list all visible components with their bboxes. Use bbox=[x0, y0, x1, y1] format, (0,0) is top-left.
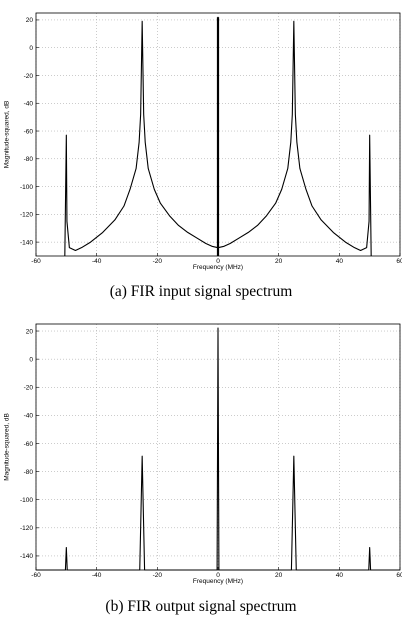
x-tick-label: -40 bbox=[92, 572, 102, 579]
x-axis-label: Frequency (MHz) bbox=[193, 264, 243, 271]
x-tick-label: 60 bbox=[396, 258, 402, 265]
x-tick-label: -60 bbox=[31, 572, 41, 579]
y-tick-label: -40 bbox=[24, 101, 34, 108]
y-tick-label: 20 bbox=[26, 17, 34, 24]
y-tick-label: -40 bbox=[24, 413, 34, 420]
x-tick-label: -20 bbox=[153, 258, 163, 265]
y-tick-label: 0 bbox=[29, 45, 33, 52]
y-tick-label: -120 bbox=[20, 212, 33, 219]
y-axis-label: Magnitude-squared, dB bbox=[4, 101, 11, 169]
y-tick-label: -80 bbox=[24, 469, 34, 476]
x-tick-label: -60 bbox=[31, 258, 41, 265]
x-tick-label: -20 bbox=[153, 572, 163, 579]
y-tick-label: -80 bbox=[24, 156, 34, 163]
output-spectrum-chart: -60 -40 -20 0 20 40 60 20 0 -20 -40 -60 -80 -100 -120 -… bbox=[4, 323, 402, 585]
x-axis-label: Frequency (MHz) bbox=[193, 578, 243, 585]
chart-panel-input: -60 -40 -20 0 20 40 60 20 0 -20 -40 -60 -80 -100 -120 -… bbox=[4, 12, 402, 300]
x-tick-label: 0 bbox=[216, 572, 220, 579]
input-spectrum-chart: -60 -40 -20 0 20 40 60 20 0 -20 -40 -60 -80 -100 -120 -… bbox=[4, 12, 402, 271]
chart-caption-input: (a) FIR input signal spectrum bbox=[109, 283, 293, 300]
x-tick-label: 40 bbox=[336, 572, 344, 579]
x-tick-label: 20 bbox=[275, 258, 283, 265]
x-tick-label: 60 bbox=[396, 572, 402, 579]
y-tick-label: -100 bbox=[20, 184, 33, 191]
x-tick-label: 40 bbox=[336, 258, 344, 265]
y-tick-label: -20 bbox=[24, 385, 34, 392]
x-tick-label: 20 bbox=[275, 572, 283, 579]
chart-caption-output: (b) FIR output signal spectrum bbox=[105, 598, 297, 615]
y-tick-label: -60 bbox=[24, 128, 34, 135]
y-tick-label: -20 bbox=[24, 73, 34, 80]
chart-panel-output: -60 -40 -20 0 20 40 60 20 0 -20 -40 -60 -80 -100 -120 -… bbox=[0, 314, 402, 628]
x-tick-label: 0 bbox=[216, 258, 220, 265]
y-tick-label: -140 bbox=[20, 553, 33, 560]
y-tick-label: 20 bbox=[26, 328, 34, 335]
y-tick-label: -60 bbox=[24, 441, 34, 448]
y-tick-label: -120 bbox=[20, 525, 33, 532]
y-tick-label: 0 bbox=[29, 356, 33, 363]
spectrum-line bbox=[36, 327, 400, 571]
x-tick-label: -40 bbox=[92, 258, 102, 265]
y-axis-label: Magnitude-squared, dB bbox=[4, 413, 11, 481]
y-tick-label: -140 bbox=[20, 239, 33, 246]
y-tick-label: -100 bbox=[20, 497, 33, 504]
